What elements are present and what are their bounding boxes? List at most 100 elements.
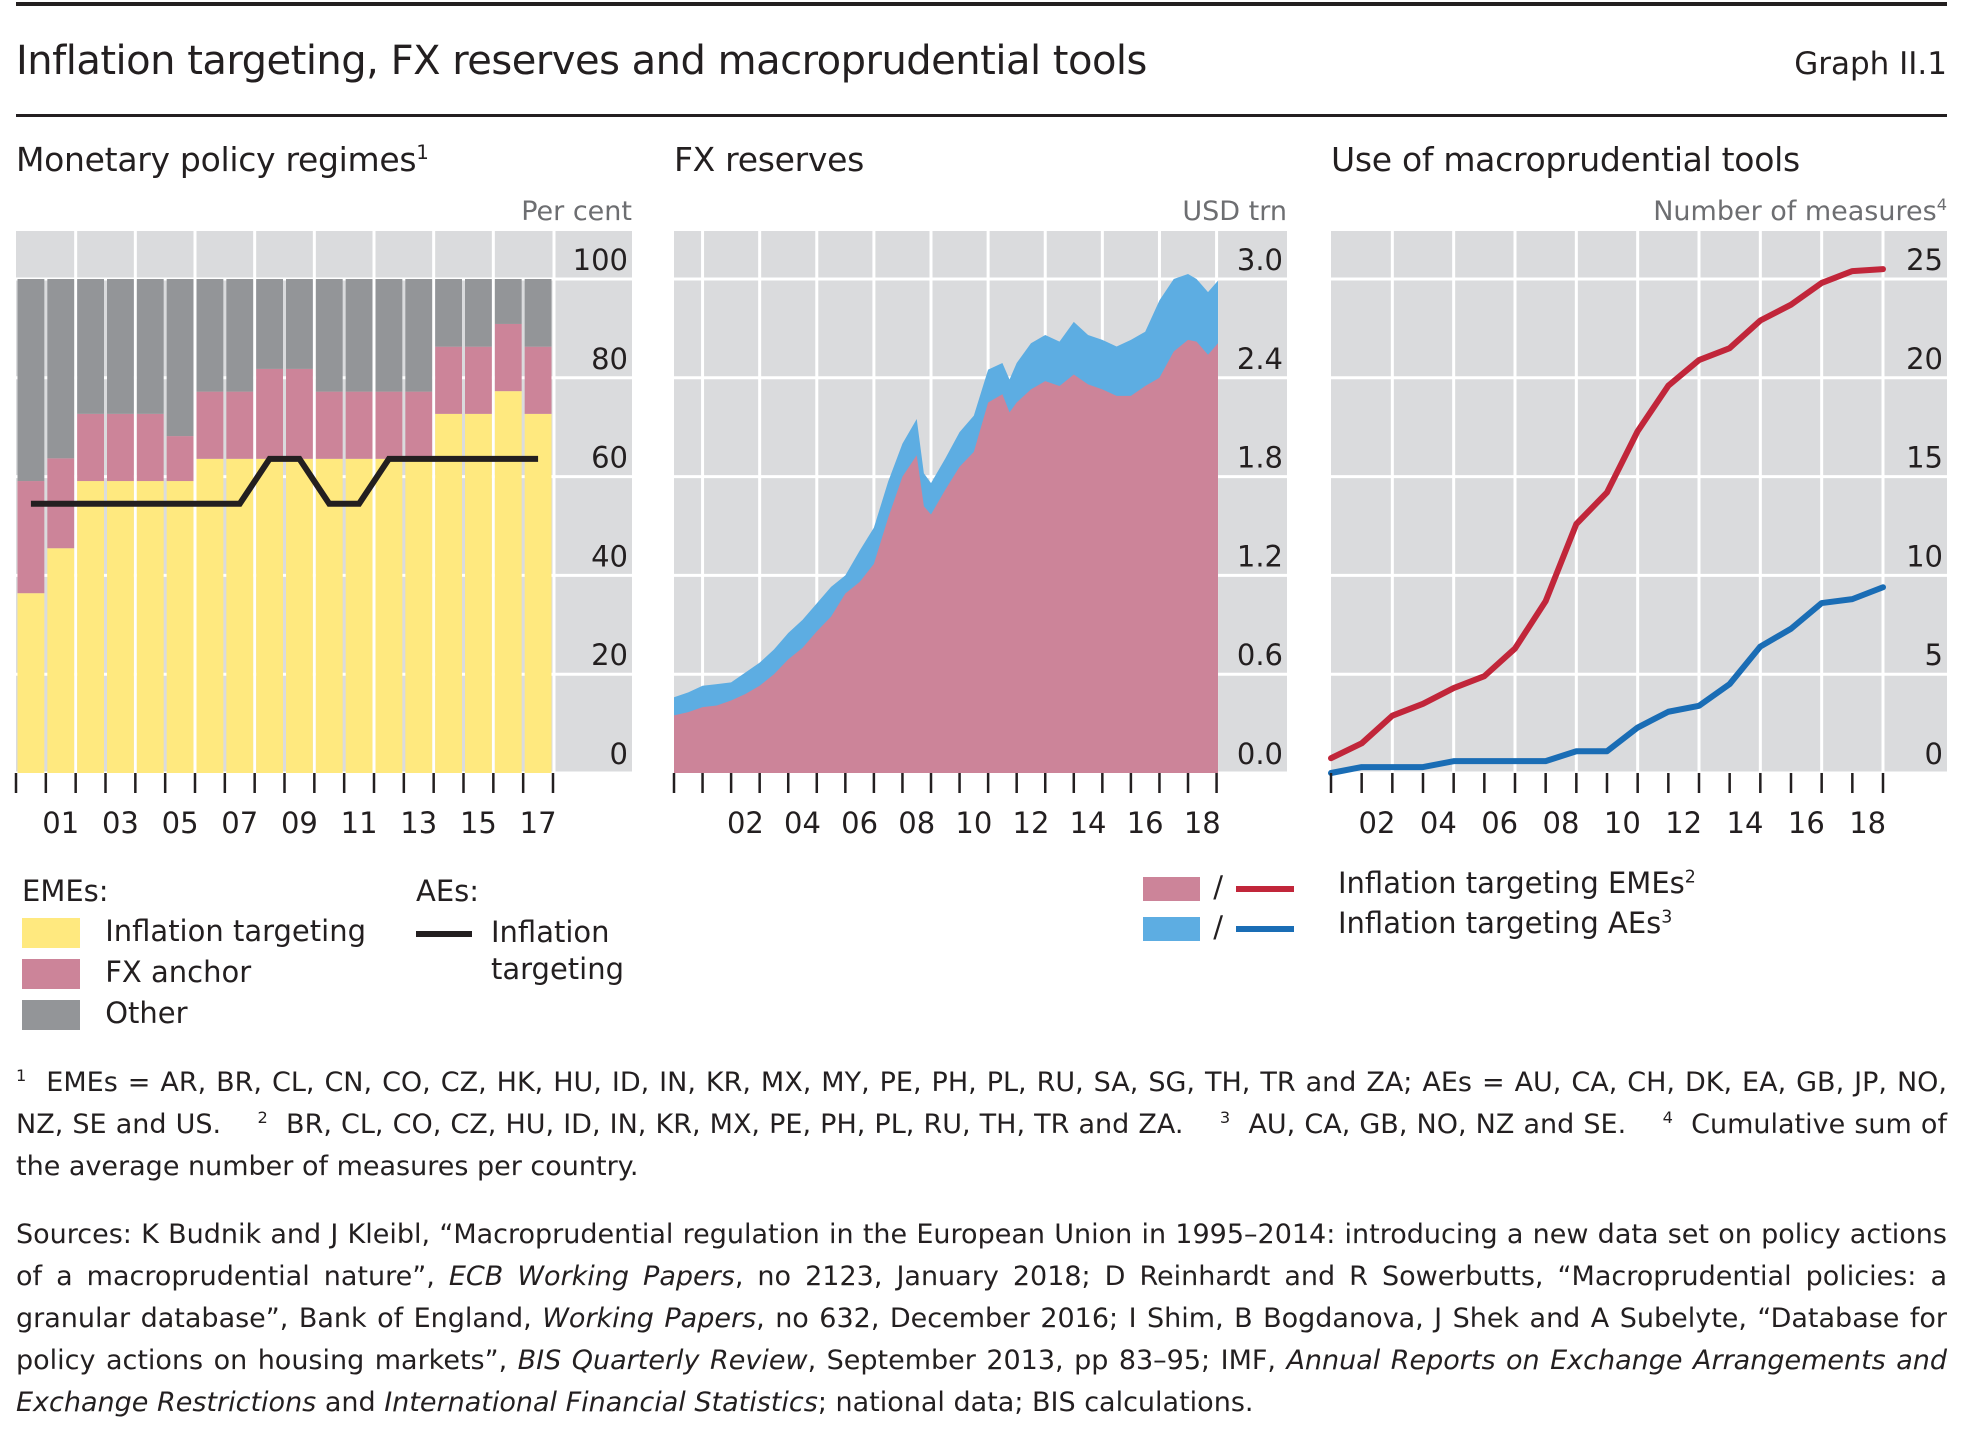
bar-pink: [345, 391, 373, 459]
legend-item-other: Other: [22, 996, 366, 1037]
sources-text: , no 632, December 2016; I Shim, B Bogda…: [16, 1303, 1947, 1376]
macroprudential-chart: 0 5 10 15 20 25 02 04 06 08 10 12 14 16 18: [1328, 231, 1947, 840]
bar-grey: [524, 279, 552, 347]
bar-grey: [107, 279, 134, 414]
footnote-ref: 2: [1684, 867, 1696, 888]
legend-group-title-emes: EMEs:: [22, 874, 109, 908]
legend-group-title-aes: AEs:: [416, 874, 480, 908]
sources-text: , no 2123, January 2018; D Reinhardt and…: [16, 1261, 1947, 1334]
x-tick-label: 11: [341, 806, 378, 840]
legend-item-inflation-targeting: Inflation targeting: [22, 914, 366, 955]
legend-swatch-grey: [22, 1000, 80, 1030]
bar-pink: [17, 481, 45, 594]
header-rule: [16, 114, 1947, 117]
y-tick-label: 40: [591, 539, 628, 573]
sources-publication: BIS Quarterly Review: [517, 1345, 808, 1376]
graph-number: Graph II.1: [1794, 46, 1947, 82]
x-tick-label: 04: [784, 806, 821, 840]
y-tick-label: 0.0: [1237, 737, 1283, 771]
bar-pink: [256, 368, 283, 459]
bar-pink: [107, 413, 134, 482]
x-tick-label: 14: [1070, 806, 1107, 840]
bar-yellow: [166, 481, 194, 773]
bar-yellow: [405, 458, 433, 773]
bar-pink: [375, 391, 403, 459]
graph-title: Inflation targeting, FX reserves and mac…: [16, 38, 1147, 84]
y-tick-label: 20: [1906, 342, 1943, 376]
y-tick-label: 80: [591, 342, 628, 376]
x-tick-label: 06: [841, 806, 878, 840]
panel-title-text: Monetary policy regimes: [16, 140, 417, 179]
x-tick-label: 10: [955, 806, 992, 840]
unit-label-measures: Number of measures4: [1547, 196, 1947, 227]
bar-pink: [286, 368, 313, 459]
bar-grey: [196, 279, 224, 392]
bar-pink: [405, 391, 433, 459]
legend-label: Inflation targeting EMEs2: [1338, 866, 1696, 900]
bar-yellow: [345, 458, 373, 773]
sources-publication: Annual Reports on Exchange Arrangements …: [16, 1345, 1948, 1418]
bar-pink: [435, 346, 462, 414]
bar-pink: [136, 413, 164, 482]
legend-swatch-pink: [1143, 877, 1200, 901]
legend-label-line: targeting: [491, 952, 625, 986]
bar-yellow: [524, 413, 552, 773]
bar-yellow: [315, 458, 343, 773]
bar-pink: [166, 436, 194, 482]
line-red_line: [1328, 266, 1886, 762]
x-tick-label: 16: [1788, 806, 1825, 840]
legend-label-text: Inflation targeting EMEs: [1338, 866, 1685, 900]
legend-label: Inflation targeting AEs3: [1338, 906, 1672, 940]
legend-line-blue: [1236, 926, 1295, 932]
x-tick-label: 03: [102, 806, 139, 840]
bar-grey: [345, 279, 373, 392]
legend-fx-macro: / Inflation targeting EMEs2 / Inflation …: [1143, 866, 1696, 950]
footnote-1: EMEs = AR, BR, CL, CN, CO, CZ, HK, HU, I…: [16, 1067, 1947, 1140]
bar-pink: [77, 413, 104, 482]
bar-yellow: [226, 458, 254, 773]
bar-grey: [136, 279, 164, 414]
footnote-ref: 4: [1936, 195, 1947, 214]
bar-yellow: [107, 481, 134, 773]
y-tick-label: 60: [591, 441, 628, 475]
bar-grey: [286, 279, 313, 369]
y-tick-label: 1.8: [1237, 441, 1283, 475]
sources-publication: ECB Working Papers: [448, 1261, 735, 1292]
legend-swatch-yellow: [22, 918, 80, 948]
x-tick-label: 07: [221, 806, 258, 840]
x-tick-label: 13: [400, 806, 437, 840]
bar-grey: [435, 279, 462, 347]
sources-text: ; national data; BIS calculations.: [817, 1387, 1254, 1418]
x-tick-label: 10: [1604, 806, 1641, 840]
bar-yellow: [256, 458, 283, 773]
x-tick-label: 06: [1481, 806, 1518, 840]
x-tick-label: 16: [1127, 806, 1164, 840]
footnote-mark: 3: [1219, 1108, 1231, 1127]
legend-separator: /: [1213, 910, 1223, 944]
bar-yellow: [494, 391, 522, 773]
legend-item-ae-inflation-targeting: Inflation targeting: [416, 914, 624, 994]
footnote-mark: 1: [16, 1066, 27, 1085]
x-tick-label: 08: [898, 806, 935, 840]
y-tick-label: 10: [1906, 539, 1943, 573]
x-tick-label: 01: [42, 806, 79, 840]
x-tick-label: 17: [520, 806, 557, 840]
legend-label: FX anchor: [105, 955, 252, 989]
footnote-ref: 1: [416, 141, 429, 164]
bar-yellow: [136, 481, 164, 773]
sources-text: , September 2013, pp 83–95; IMF,: [807, 1345, 1287, 1376]
bar-grey: [226, 279, 254, 392]
sources-text: Sources: K Budnik and J Kleibl, “Macropr…: [16, 1219, 1947, 1292]
bar-grey: [77, 279, 104, 414]
footnote-3: AU, CA, GB, NO, NZ and SE.: [1248, 1109, 1627, 1140]
bar-yellow: [465, 413, 492, 773]
legend-separator: /: [1213, 870, 1223, 904]
bar-yellow: [375, 458, 403, 773]
y-tick-label: 5: [1925, 638, 1943, 672]
x-tick-label: 12: [1013, 806, 1050, 840]
unit-label-text: Number of measures: [1653, 196, 1937, 227]
x-tick-label: 15: [460, 806, 497, 840]
footnotes: 1 EMEs = AR, BR, CL, CN, CO, CZ, HK, HU,…: [16, 1062, 1947, 1188]
legend-label: Inflation targeting: [105, 914, 366, 948]
bar-yellow: [47, 548, 75, 773]
